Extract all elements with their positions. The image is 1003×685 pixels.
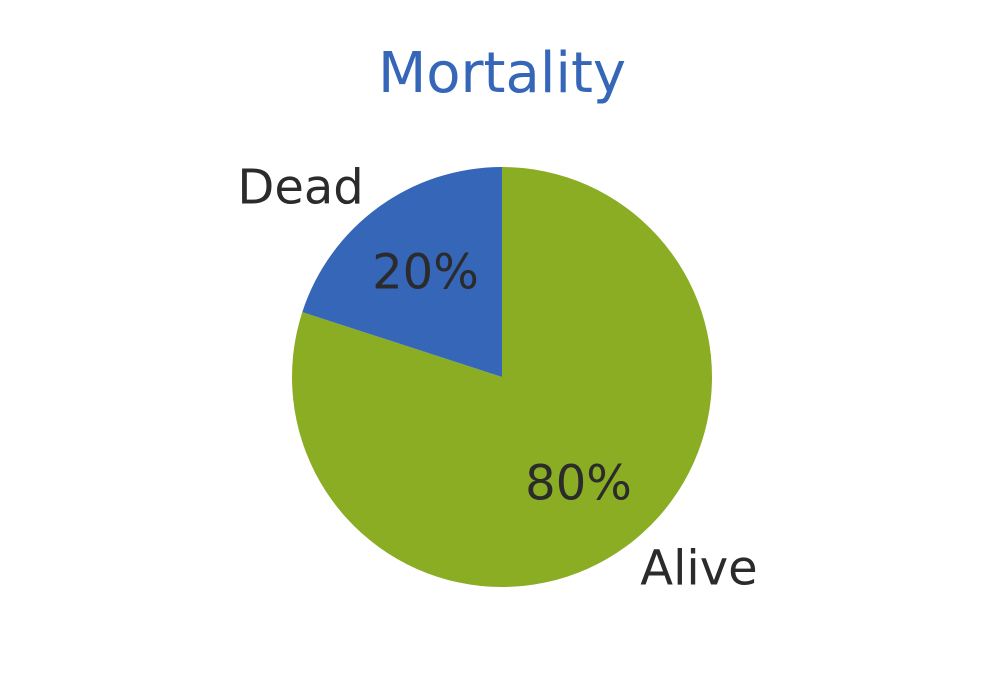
pie-percent-alive: 80% xyxy=(525,455,632,511)
pie-label-dead: Dead xyxy=(237,160,363,216)
pie-label-alive: Alive xyxy=(640,540,757,596)
pie-slices xyxy=(292,167,712,587)
chart-title: Mortality xyxy=(378,41,626,106)
pie-percent-dead: 20% xyxy=(372,245,479,301)
pie-slice-dead xyxy=(302,167,502,377)
pie-labels: 80%Alive 20%Dead xyxy=(237,160,757,597)
